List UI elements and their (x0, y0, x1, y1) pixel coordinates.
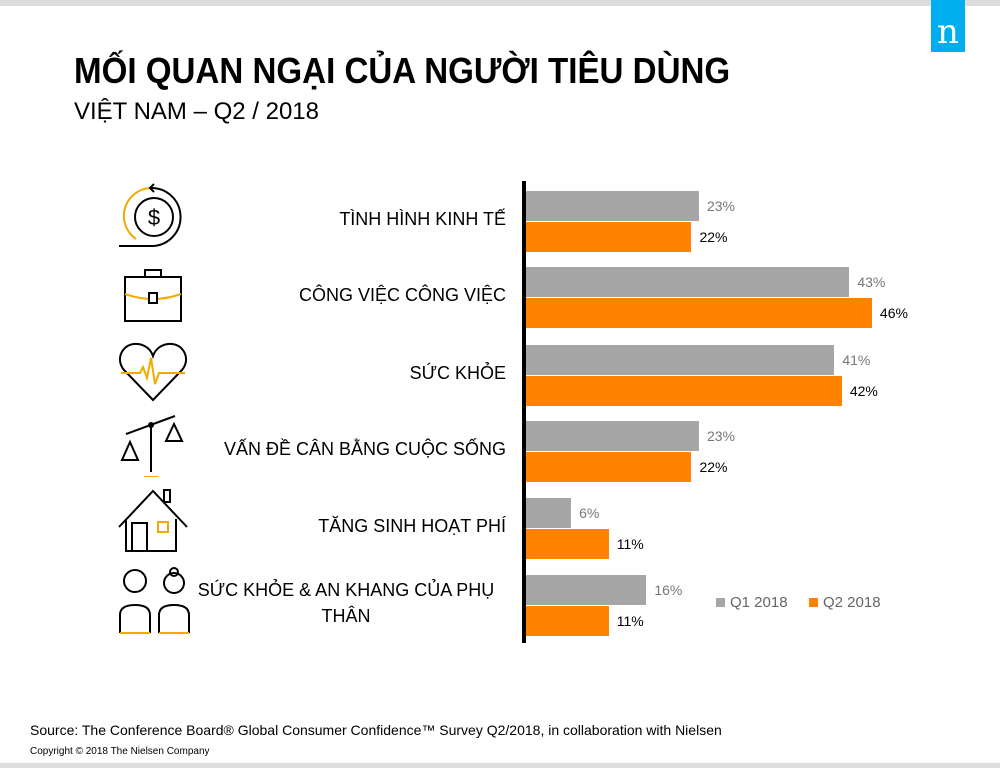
data-label: 11% (616, 613, 644, 629)
source-note: Source: The Conference Board® Global Con… (30, 722, 722, 738)
balance-scale-icon (120, 415, 184, 477)
top-bar (0, 0, 1000, 6)
category-label: CÔNG VIỆC CÔNG VIỆC (298, 285, 506, 305)
bar-q2 (526, 376, 842, 406)
bar-q2 (526, 222, 692, 252)
copyright: Copyright © 2018 The Nielsen Company (30, 746, 210, 757)
dollar-cycle-icon: $ (119, 183, 182, 247)
data-label: 22% (699, 459, 728, 475)
elderly-parents-icon (119, 567, 190, 634)
category-label: TĂNG SINH HOẠT PHÍ (318, 516, 506, 536)
legend-item-q2: Q2 2018 (809, 594, 881, 611)
category-label: VẤN ĐỀ CÂN BẰNG CUỘC SỐNG (223, 439, 506, 459)
svg-text:$: $ (148, 205, 160, 230)
legend-swatch-q1 (716, 598, 725, 607)
data-label: 23% (706, 428, 735, 444)
legend-item-q1: Q1 2018 (716, 594, 788, 611)
bar-q1 (526, 267, 850, 297)
category-label: SỨC KHỎE & AN KHANG CỦA PHỤ THÂN (197, 580, 495, 626)
bar-q2 (526, 298, 872, 328)
bar-q2 (526, 606, 609, 636)
data-label: 11% (616, 536, 644, 552)
bar-q1 (526, 191, 699, 221)
data-label: 42% (849, 383, 878, 399)
page-title: MỐI QUAN NGẠI CỦA NGƯỜI TIÊU DÙNG (74, 50, 731, 91)
bar-q1 (526, 421, 699, 451)
bar-q1 (526, 498, 572, 528)
page-subtitle: VIỆT NAM – Q2 / 2018 (74, 98, 320, 125)
legend-swatch-q2 (809, 598, 818, 607)
data-label: 23% (706, 198, 735, 214)
legend-label-q1: Q1 2018 (730, 594, 788, 611)
nielsen-logo: n (931, 0, 965, 52)
category-label: SỨC KHỎE (409, 363, 506, 383)
data-label: 46% (879, 305, 908, 321)
briefcase-icon (124, 269, 182, 322)
bottom-bar (0, 763, 1000, 768)
bar-q2 (526, 529, 609, 559)
house-icon (118, 489, 188, 552)
data-label: 6% (579, 505, 600, 521)
data-label: 41% (842, 352, 871, 368)
legend-label-q2: Q2 2018 (823, 594, 881, 611)
bar-q1 (526, 345, 835, 375)
category-label: TÌNH HÌNH KINH TẾ (339, 209, 506, 229)
bar-q1 (526, 575, 647, 605)
data-label: 43% (857, 274, 886, 290)
bar-q2 (526, 452, 692, 482)
data-label: 22% (699, 229, 728, 245)
data-label: 16% (654, 582, 683, 598)
y-axis-line (522, 181, 526, 643)
heart-pulse-icon (119, 342, 187, 402)
